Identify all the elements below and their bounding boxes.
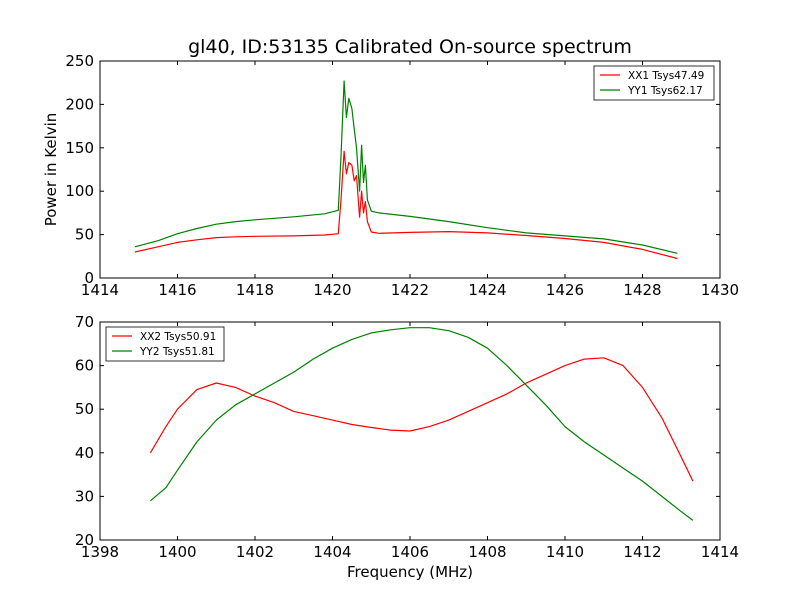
y-tick-label: 30 — [75, 487, 94, 505]
legend-label: YY2 Tsys51.81 — [139, 346, 215, 358]
x-tick-label: 1406 — [391, 543, 429, 561]
x-tick-label: 1410 — [546, 543, 584, 561]
legend-label: XX2 Tsys50.91 — [140, 331, 216, 343]
y-tick-label: 40 — [75, 444, 94, 462]
y-tick-label: 60 — [75, 357, 94, 375]
legend-label: XX1 Tsys47.49 — [628, 70, 704, 82]
series-line-2 — [134, 80, 678, 254]
y-axis-label: Power in Kelvin — [42, 113, 60, 227]
y-tick-label: 50 — [75, 400, 94, 418]
x-tick-label: 1430 — [701, 281, 739, 299]
x-tick-label: 1424 — [468, 281, 506, 299]
x-tick-label: 1408 — [468, 543, 506, 561]
series-group — [149, 327, 694, 521]
x-tick-label: 1414 — [81, 281, 119, 299]
legend-label: YY1 Tsys62.17 — [627, 85, 703, 97]
x-tick-label: 1398 — [81, 543, 119, 561]
x-tick-label: 1412 — [623, 543, 661, 561]
y-tick-label: 100 — [65, 182, 94, 200]
x-tick-label: 1420 — [313, 281, 351, 299]
x-tick-label: 1402 — [236, 543, 274, 561]
x-tick-label: 1428 — [623, 281, 661, 299]
y-tick-label: 70 — [75, 313, 94, 331]
y-tick-label: 250 — [65, 52, 94, 70]
x-axis-label: Frequency (MHz) — [347, 563, 473, 581]
series-line-1 — [149, 357, 694, 482]
x-tick-label: 1404 — [313, 543, 351, 561]
legend: XX2 Tsys50.91 YY2 Tsys51.81 — [105, 326, 225, 362]
legend-box — [593, 65, 715, 101]
legend-box — [105, 326, 225, 362]
x-tick-label: 1418 — [236, 281, 274, 299]
y-tick-label: 200 — [65, 95, 94, 113]
x-tick-label: 1416 — [158, 281, 196, 299]
x-tick-label: 1400 — [158, 543, 196, 561]
top-panel: 1414 1416 1418 1420 1422 1424 1426 1428 1430 0 50 1… — [42, 52, 739, 299]
figure-title: gl40, ID:53135 Calibrated On-source spec… — [188, 36, 632, 58]
x-tick-label: 1426 — [546, 281, 584, 299]
y-tick-label: 0 — [84, 269, 94, 287]
x-tick-label: 1414 — [701, 543, 739, 561]
y-tick-label: 20 — [75, 531, 94, 549]
legend: XX1 Tsys47.49 YY1 Tsys62.17 — [593, 65, 715, 101]
series-group — [134, 80, 678, 260]
x-tick-label: 1422 — [391, 281, 429, 299]
bottom-panel: 1398 1400 1402 1404 1406 1408 1410 1412 1414 20 30… — [75, 313, 739, 561]
series-line-2 — [150, 327, 694, 521]
y-tick-label: 50 — [75, 226, 94, 244]
y-tick-label: 150 — [65, 139, 94, 157]
series-line-1 — [134, 150, 678, 260]
